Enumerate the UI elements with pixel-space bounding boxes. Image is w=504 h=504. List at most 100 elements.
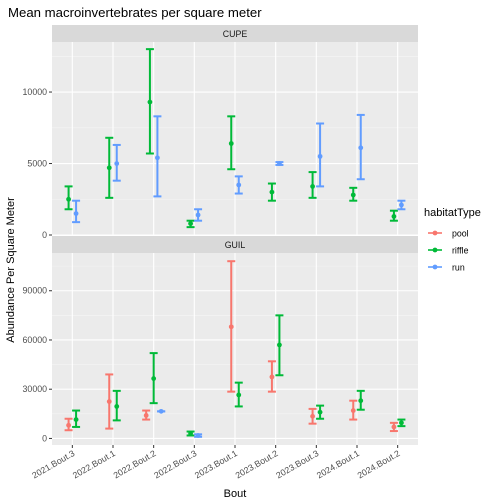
panel-guil: 0 30000 60000 90000 GUIL	[23, 236, 418, 445]
mean-point-riffle	[147, 99, 153, 105]
y-tick-label: 30000	[23, 384, 48, 394]
error-bar-riffle	[145, 48, 154, 155]
x-tick-label: 2023.Bout.3	[274, 448, 320, 480]
error-bar-pool	[142, 409, 151, 421]
mean-point-run	[114, 161, 120, 166]
error-bar-riffle	[234, 381, 243, 408]
error-bar-run	[194, 208, 203, 222]
error-bar-riffle	[389, 209, 398, 222]
facet-panels: 0 5000 10000 CUPE 0 30000 60000 90000 GUIL	[23, 25, 418, 445]
mean-point-riffle	[73, 417, 79, 422]
mean-point-pool	[391, 424, 397, 430]
error-bar-riffle	[267, 182, 276, 202]
legend-item-run: run	[428, 263, 465, 273]
mean-point-riffle	[358, 398, 364, 404]
mean-point-riffle	[188, 221, 193, 226]
error-bar-pool	[267, 360, 276, 393]
x-axis-ticks: 2021.Bout.32022.Bout.12022.Bout.22022.Bo…	[30, 445, 402, 480]
error-bar-run	[397, 199, 406, 211]
legend-label: pool	[452, 229, 469, 239]
mean-point-run	[399, 202, 404, 208]
x-tick-label: 2022.Bout.2	[112, 448, 158, 480]
legend-label: run	[452, 263, 465, 273]
mean-point-riffle	[188, 431, 193, 436]
mean-point-riffle	[66, 196, 71, 202]
legend-label: riffle	[452, 246, 469, 256]
error-bar-riffle	[186, 430, 195, 437]
chart-title: Mean macroinvertebrates per square meter	[8, 5, 262, 20]
mean-point-riffle	[350, 192, 356, 198]
y-axis-title: Abundance Per Square Meter	[5, 197, 17, 343]
mean-point-pool	[310, 413, 315, 419]
mean-point-run	[317, 153, 323, 159]
x-tick-label: 2022.Bout.1	[71, 448, 117, 480]
facet-strip-label: CUPE	[223, 29, 248, 39]
mean-point-run	[73, 211, 79, 216]
error-bar-run	[112, 143, 121, 182]
error-bar-pool	[105, 373, 114, 430]
error-bar-riffle	[227, 115, 236, 171]
mean-point-riffle	[391, 214, 397, 219]
mean-point-run	[277, 161, 282, 166]
x-axis-title: Bout	[224, 488, 247, 500]
mean-point-run	[158, 408, 164, 414]
mean-point-riffle	[317, 409, 323, 415]
error-bar-pool	[64, 417, 73, 432]
error-bar-riffle	[349, 186, 358, 202]
error-bar-run	[153, 115, 162, 198]
error-bar-pool	[308, 407, 317, 425]
error-bar-riffle	[72, 409, 81, 428]
x-tick-label: 2024.Bout.1	[315, 448, 361, 480]
x-tick-label: 2021.Bout.3	[30, 448, 76, 480]
mean-point-run	[195, 212, 201, 218]
y-tick-label: 0	[42, 230, 47, 240]
mean-point-riffle	[151, 376, 157, 381]
mean-point-pool	[269, 374, 275, 380]
mean-point-riffle	[114, 404, 120, 409]
mean-point-riffle	[269, 189, 275, 195]
error-bar-pool	[227, 260, 236, 393]
x-tick-label: 2023.Bout.1	[193, 448, 239, 480]
y-tick-label: 10000	[23, 87, 48, 97]
legend-item-pool: pool	[428, 229, 469, 239]
mean-point-riffle	[236, 392, 242, 398]
error-bar-riffle	[186, 219, 195, 229]
legend-key-point	[432, 247, 438, 253]
error-bar-riffle	[64, 185, 73, 211]
mean-point-riffle	[228, 141, 234, 146]
y-tick-label: 0	[42, 433, 47, 443]
error-bar-pool	[349, 399, 358, 421]
error-bar-run	[72, 199, 81, 224]
x-tick-label: 2023.Bout.2	[234, 448, 280, 480]
mean-point-pool	[228, 324, 234, 330]
error-bar-riffle	[275, 314, 284, 377]
legend-title: habitatType	[424, 207, 481, 219]
mean-point-run	[155, 155, 160, 161]
mean-point-run	[358, 145, 364, 151]
facet-strip-label: GUIL	[225, 240, 246, 250]
mean-point-pool	[106, 399, 112, 404]
error-bar-riffle	[308, 171, 317, 199]
mean-point-riffle	[399, 420, 404, 426]
legend: habitatType pool riffle run	[424, 207, 481, 273]
error-bar-riffle	[397, 418, 406, 428]
mean-point-pool	[143, 413, 149, 418]
error-bar-pool	[389, 421, 398, 433]
mean-point-riffle	[310, 183, 315, 189]
mean-point-riffle	[106, 165, 112, 171]
error-bar-run	[234, 175, 243, 195]
facet-strip	[52, 25, 418, 42]
panel-cupe: 0 5000 10000 CUPE	[23, 25, 418, 240]
mean-point-pool	[350, 408, 356, 413]
x-tick-label: 2022.Bout.3	[152, 448, 198, 480]
legend-key-point	[432, 230, 438, 236]
error-bar-run	[316, 122, 325, 188]
legend-item-riffle: riffle	[428, 246, 469, 256]
y-tick-label: 90000	[23, 286, 48, 296]
error-bar-run	[356, 113, 365, 181]
error-bar-run	[275, 161, 284, 166]
facet-strip	[52, 236, 418, 253]
error-bar-riffle	[112, 389, 121, 422]
x-tick-label: 2024.Bout.2	[356, 448, 402, 480]
